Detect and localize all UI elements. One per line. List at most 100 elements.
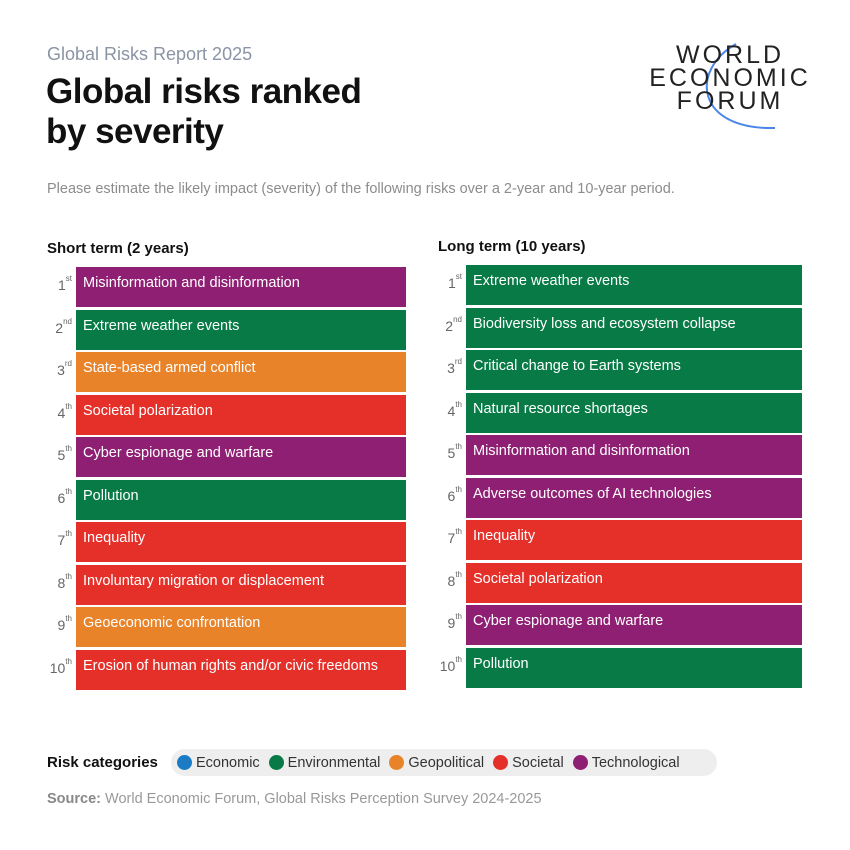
risk-row: 2nd Biodiversity loss and ecosystem coll… [445, 307, 802, 348]
description: Please estimate the likely impact (sever… [47, 181, 675, 197]
rank-label: 3rd [57, 359, 72, 378]
rank-label: 4th [447, 399, 462, 419]
legend-label: Risk categories [47, 754, 158, 771]
risk-row: 1st Extreme weather events [448, 265, 802, 305]
risk-bar: Geoeconomic confrontation [76, 607, 406, 647]
risk-bar: Misinformation and disinformation [466, 435, 802, 475]
risk-row: 3rd Critical change to Earth systems [447, 350, 802, 390]
risk-bar: Inequality [76, 522, 406, 562]
risk-label: Erosion of human rights and/or civic fre… [83, 657, 378, 674]
risk-bar: Adverse outcomes of AI technologies [466, 477, 802, 518]
legend-item-label: Environmental [287, 754, 381, 771]
risk-bar: Misinformation and disinformation [76, 267, 406, 307]
risk-row: 7th Inequality [448, 520, 802, 560]
risk-label: Cyber espionage and warfare [83, 445, 274, 461]
source-label: Source: [47, 791, 101, 807]
risk-label: Pollution [83, 487, 139, 504]
risk-label: Natural resource shortages [473, 400, 648, 417]
risk-label: Extreme weather events [83, 317, 240, 334]
rank-label: 5th [447, 442, 462, 461]
rank-label: 2nd [55, 316, 72, 336]
risk-row: 4th Societal polarization [58, 394, 406, 435]
rank-label: 7th [57, 529, 72, 548]
rank-label: 3rd [447, 357, 462, 376]
risk-row: 9th Cyber espionage and warfare [448, 605, 802, 645]
risk-row: 6th Pollution [58, 479, 406, 520]
risk-label: Biodiversity loss and ecosystem collapse [473, 315, 736, 332]
risk-bar: Extreme weather events [76, 309, 406, 350]
risk-row: 2nd Extreme weather events [55, 309, 406, 350]
risk-row: 5th Cyber espionage and warfare [58, 437, 406, 477]
risk-row: 3rd State-based armed conflict [57, 352, 406, 392]
risk-bar: Pollution [466, 647, 802, 688]
category-dot-icon [177, 755, 192, 770]
report-subtitle: Global Risks Report 2025 [47, 44, 253, 64]
rank-label: 1st [57, 274, 72, 293]
wef-logo: WORLD ECONOMIC FORUM [640, 40, 820, 140]
short-term-heading: Short term (2 years) [47, 240, 189, 257]
risk-row: 7th Inequality [58, 522, 406, 562]
risk-label: Geoeconomic confrontation [83, 615, 261, 631]
risk-row: 4th Natural resource shortages [448, 392, 802, 433]
risk-bar: Pollution [76, 479, 406, 520]
risk-bar: Societal polarization [76, 394, 406, 435]
rank-label: 10th [49, 656, 72, 676]
legend-item: Geopolitical [389, 755, 484, 771]
risk-bar: Extreme weather events [466, 265, 802, 305]
risk-bar: Critical change to Earth systems [466, 350, 802, 390]
category-dot-icon [493, 755, 509, 770]
legend-item-label: Economic [196, 754, 260, 771]
page-title: Global risks ranked by severity [46, 72, 362, 152]
source-text: World Economic Forum, Global Risks Perce… [101, 791, 542, 807]
risk-bar: Natural resource shortages [466, 392, 802, 433]
category-dot-icon [268, 755, 284, 770]
risk-row: 10th Pollution [440, 647, 802, 688]
risk-label: Societal polarization [473, 570, 603, 587]
risk-label: Cyber espionage and warfare [473, 613, 664, 629]
legend-item: Technological [572, 754, 680, 771]
rank-label: 7th [447, 527, 462, 546]
legend-item: Societal [493, 755, 564, 771]
legend-item-label: Geopolitical [408, 754, 485, 771]
risk-row: 1st Misinformation and disinformation [58, 267, 406, 307]
rank-label: 6th [57, 486, 72, 506]
rank-label: 2nd [445, 314, 462, 334]
category-dot-icon [572, 755, 588, 770]
risk-bar: Cyber espionage and warfare [76, 437, 406, 477]
risk-bar: Societal polarization [466, 562, 802, 603]
rank-label: 9th [447, 612, 462, 631]
rank-label: 5th [57, 444, 72, 463]
risk-row: 5th Misinformation and disinformation [448, 435, 802, 475]
risk-row: 6th Adverse outcomes of AI technologies [448, 477, 802, 518]
category-dot-icon [389, 755, 405, 770]
rank-label: 8th [447, 569, 462, 589]
legend: Economic Environmental Geopolitical Societa… [171, 749, 717, 776]
risk-row: 10th Erosion of human rights and/or civi… [50, 649, 406, 690]
risk-label: State-based armed conflict [83, 360, 256, 376]
rank-label: 4th [57, 401, 72, 421]
risk-bar: State-based armed conflict [76, 352, 406, 392]
risk-label: Involuntary migration or displacement [83, 572, 324, 589]
risk-bar: Involuntary migration or displacement [76, 564, 406, 605]
rank-label: 6th [447, 484, 462, 504]
legend-item-label: Societal [512, 754, 564, 771]
rank-label: 1st [447, 272, 462, 291]
source: Source: World Economic Forum, Global Ris… [47, 791, 542, 807]
title-line-2: by severity [46, 112, 224, 151]
legend-item: Economic [177, 755, 260, 771]
risk-label: Societal polarization [83, 402, 213, 419]
risk-row: 8th Involuntary migration or displacemen… [58, 564, 406, 605]
risk-bar: Inequality [466, 520, 802, 560]
risk-label: Inequality [83, 530, 146, 546]
risk-label: Pollution [473, 655, 529, 672]
rank-label: 9th [57, 614, 72, 633]
legend-item-label: Technological [591, 754, 680, 771]
risk-row: 9th Geoeconomic confrontation [58, 607, 406, 647]
risk-bar: Erosion of human rights and/or civic fre… [76, 649, 406, 690]
risk-label: Misinformation and disinformation [473, 443, 690, 459]
risk-label: Inequality [473, 528, 536, 544]
legend-item: Environmental [268, 754, 381, 771]
title-line-1: Global risks ranked [46, 72, 362, 111]
risk-bar: Cyber espionage and warfare [466, 605, 802, 645]
risk-label: Adverse outcomes of AI technologies [473, 485, 712, 502]
